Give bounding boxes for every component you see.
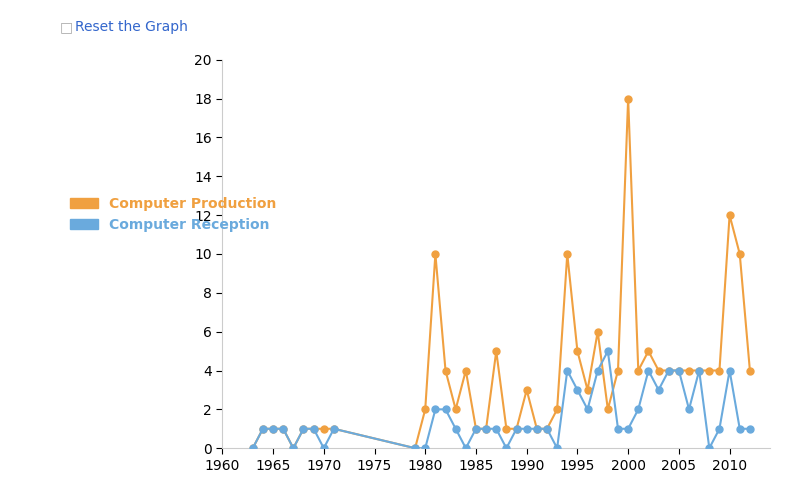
Computer Reception	[481, 426, 491, 432]
Computer Production	[704, 368, 714, 374]
Computer Production	[288, 445, 298, 451]
Computer Production	[279, 426, 288, 432]
Computer Reception	[623, 426, 633, 432]
Computer Reception	[502, 445, 511, 451]
Computer Production	[430, 251, 440, 257]
Computer Production	[745, 368, 754, 374]
Computer Reception	[441, 406, 450, 412]
Computer Reception	[512, 426, 522, 432]
Computer Reception	[309, 426, 318, 432]
Computer Production	[725, 212, 734, 218]
Computer Reception	[684, 406, 694, 412]
Computer Reception	[583, 406, 592, 412]
Computer Production	[319, 426, 329, 432]
Computer Production	[634, 368, 643, 374]
Computer Reception	[634, 406, 643, 412]
Computer Reception	[745, 426, 754, 432]
Computer Production	[248, 445, 257, 451]
Computer Production	[664, 368, 673, 374]
Text: □: □	[60, 20, 73, 34]
Line: Computer Reception: Computer Reception	[249, 348, 754, 452]
Computer Reception	[553, 445, 562, 451]
Computer Reception	[248, 445, 257, 451]
Computer Production	[309, 426, 318, 432]
Computer Reception	[410, 445, 420, 451]
Computer Production	[572, 348, 582, 354]
Computer Reception	[704, 445, 714, 451]
Computer Reception	[430, 406, 440, 412]
Computer Reception	[319, 445, 329, 451]
Computer Production	[421, 406, 430, 412]
Computer Production	[715, 368, 724, 374]
Computer Reception	[491, 426, 501, 432]
Computer Production	[644, 348, 653, 354]
Computer Production	[268, 426, 278, 432]
Computer Reception	[674, 368, 684, 374]
Computer Production	[481, 426, 491, 432]
Computer Reception	[288, 445, 298, 451]
Computer Production	[330, 426, 339, 432]
Computer Reception	[562, 368, 572, 374]
Computer Reception	[471, 426, 480, 432]
Computer Production	[613, 368, 622, 374]
Computer Reception	[299, 426, 308, 432]
Computer Production	[623, 96, 633, 102]
Computer Production	[410, 445, 420, 451]
Computer Production	[299, 426, 308, 432]
Computer Production	[502, 426, 511, 432]
Computer Production	[674, 368, 684, 374]
Computer Reception	[695, 368, 704, 374]
Computer Reception	[725, 368, 734, 374]
Computer Production	[491, 348, 501, 354]
Computer Production	[603, 406, 613, 412]
Computer Reception	[542, 426, 552, 432]
Computer Reception	[572, 387, 582, 393]
Computer Reception	[603, 348, 613, 354]
Computer Production	[593, 329, 603, 335]
Computer Production	[461, 368, 471, 374]
Computer Reception	[532, 426, 542, 432]
Computer Reception	[421, 445, 430, 451]
Computer Production	[562, 251, 572, 257]
Computer Production	[583, 387, 592, 393]
Computer Reception	[653, 387, 663, 393]
Computer Reception	[613, 426, 622, 432]
Computer Reception	[735, 426, 745, 432]
Computer Production	[553, 406, 562, 412]
Computer Production	[451, 406, 461, 412]
Computer Reception	[258, 426, 268, 432]
Computer Production	[441, 368, 450, 374]
Computer Production	[471, 426, 480, 432]
Computer Production	[258, 426, 268, 432]
Computer Reception	[644, 368, 653, 374]
Computer Production	[512, 426, 522, 432]
Computer Production	[684, 368, 694, 374]
Computer Reception	[664, 368, 673, 374]
Computer Production	[735, 251, 745, 257]
Computer Production	[532, 426, 542, 432]
Computer Reception	[279, 426, 288, 432]
Computer Reception	[522, 426, 531, 432]
Computer Production	[695, 368, 704, 374]
Computer Reception	[268, 426, 278, 432]
Computer Reception	[715, 426, 724, 432]
Computer Production	[542, 426, 552, 432]
Line: Computer Production: Computer Production	[249, 95, 754, 452]
Computer Reception	[593, 368, 603, 374]
Computer Reception	[461, 445, 471, 451]
Computer Production	[653, 368, 663, 374]
Computer Reception	[451, 426, 461, 432]
Text: Reset the Graph: Reset the Graph	[75, 20, 188, 34]
Computer Reception	[330, 426, 339, 432]
Computer Production	[522, 387, 531, 393]
Legend: Computer Production, Computer Reception: Computer Production, Computer Reception	[65, 191, 283, 237]
